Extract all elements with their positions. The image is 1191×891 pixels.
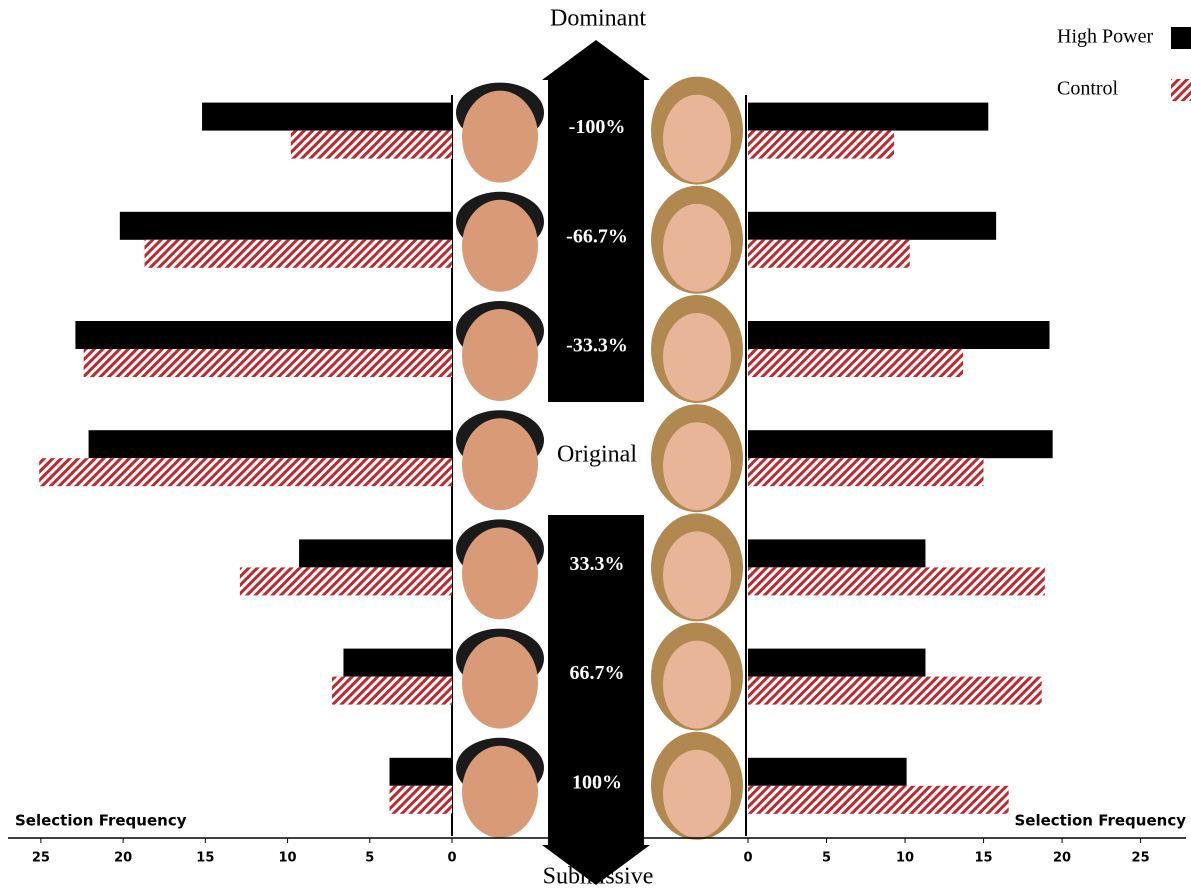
bar xyxy=(343,649,452,677)
x-tick-label: 0 xyxy=(447,851,456,866)
bar xyxy=(748,321,1050,349)
legend-label: High Power xyxy=(1057,26,1153,48)
category-label: -100% xyxy=(569,116,626,138)
bar xyxy=(390,786,452,814)
bar xyxy=(748,349,963,377)
category-label: 33.3% xyxy=(570,553,625,575)
bar xyxy=(748,567,1045,595)
face-left xyxy=(462,637,538,729)
bar xyxy=(748,758,907,786)
category-label: 66.7% xyxy=(570,662,625,684)
category-label: -33.3% xyxy=(566,335,628,357)
legend-label: Control xyxy=(1057,78,1119,100)
face-right xyxy=(663,204,731,292)
x-tick-label: 5 xyxy=(822,851,831,866)
bar xyxy=(299,539,452,567)
bar xyxy=(332,677,452,705)
bar xyxy=(748,103,988,131)
x-tick-label: 10 xyxy=(279,851,297,866)
bar xyxy=(144,240,452,268)
bar xyxy=(390,758,452,786)
bar xyxy=(748,539,925,567)
bar xyxy=(39,458,452,486)
legend-swatch xyxy=(1171,27,1191,49)
face-left xyxy=(462,309,538,401)
face-left xyxy=(462,91,538,183)
face-right xyxy=(663,750,731,838)
bar xyxy=(748,458,984,486)
bar xyxy=(240,567,452,595)
top-label: Dominant xyxy=(550,6,646,32)
x-tick-label: 15 xyxy=(196,851,214,866)
x-tick-label: 25 xyxy=(32,851,50,866)
face-left xyxy=(462,418,538,510)
face-right xyxy=(663,95,731,183)
x-axis-label: Selection Frequency xyxy=(1015,812,1187,830)
face-left xyxy=(462,527,538,619)
x-tick-label: 5 xyxy=(365,851,374,866)
category-label: Original xyxy=(557,442,637,468)
bar xyxy=(291,131,452,159)
bar xyxy=(748,430,1053,458)
bar xyxy=(748,212,996,240)
bar xyxy=(748,649,925,677)
face-right xyxy=(663,531,731,619)
bar xyxy=(89,430,452,458)
legend-swatch xyxy=(1171,79,1191,101)
face-right xyxy=(663,313,731,401)
face-left xyxy=(462,200,538,292)
bar xyxy=(84,349,452,377)
x-tick-label: 0 xyxy=(743,851,752,866)
category-label: 100% xyxy=(572,771,622,793)
bar xyxy=(75,321,452,349)
bar xyxy=(202,103,452,131)
x-axis-label: Selection Frequency xyxy=(15,812,187,830)
x-tick-label: 20 xyxy=(114,851,132,866)
bar xyxy=(748,240,910,268)
bottom-label: Submissive xyxy=(543,864,654,890)
x-tick-label: 20 xyxy=(1053,851,1071,866)
bar xyxy=(748,677,1042,705)
bar xyxy=(748,786,1009,814)
bar xyxy=(748,131,894,159)
face-right xyxy=(663,422,731,510)
face-right xyxy=(663,641,731,729)
x-tick-label: 10 xyxy=(896,851,914,866)
x-tick-label: 25 xyxy=(1132,851,1150,866)
x-tick-label: 15 xyxy=(975,851,993,866)
face-left xyxy=(462,746,538,838)
chart: Dominant Submissive -100% -66.7% -33.3% Ori… xyxy=(0,0,1191,891)
category-label: -66.7% xyxy=(566,225,628,247)
bar xyxy=(120,212,452,240)
